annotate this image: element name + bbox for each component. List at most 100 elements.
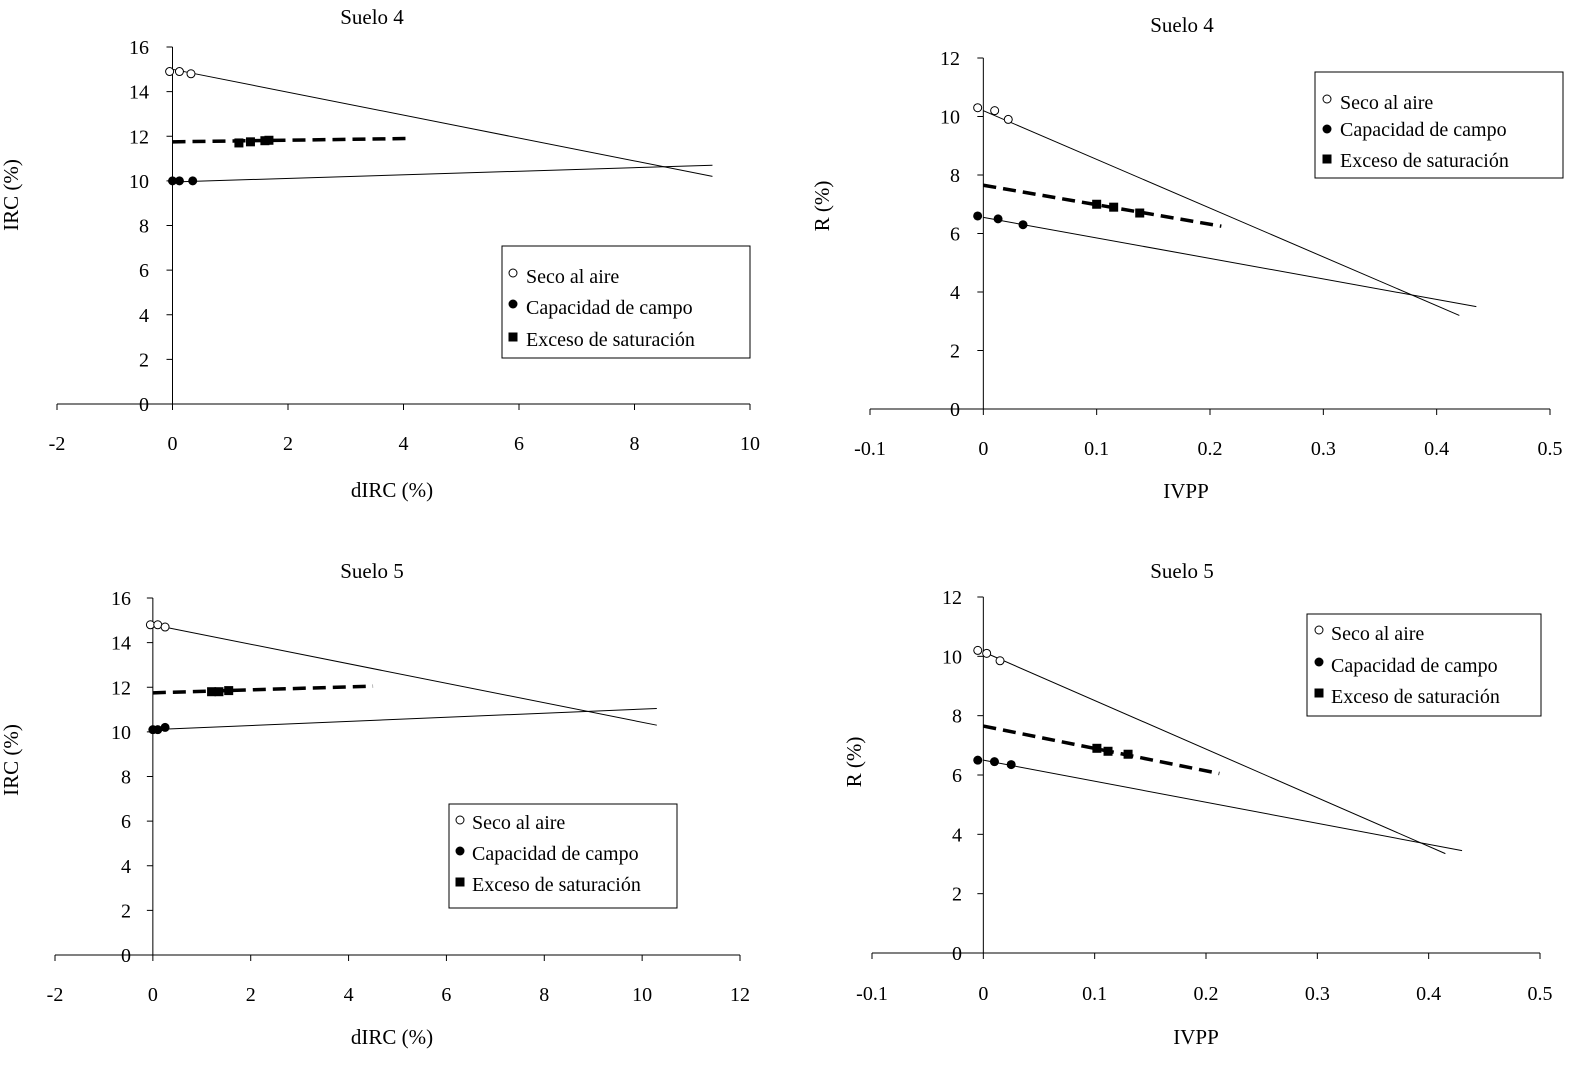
y-tick-label: 12 [111,677,131,699]
data-point-filled-square [207,687,217,697]
x-tick-label: 2 [246,984,256,1006]
axes: -2 0 2 4 6 8 10 12 0 2 4 6 8 10 12 14 16 [47,588,750,1006]
fit-line [152,707,657,731]
x-tick-label: 12 [730,984,750,1006]
chart-suelo4-irc: Suelo 4 dIRC (%) IRC (%) -2 0 2 4 6 8 10 0 2 4 6 8 1… [0,5,760,502]
legend-open-circle-icon [455,815,465,825]
data-point-open-circle [982,648,992,658]
legend-filled-circle-icon [1314,657,1324,667]
axes: -0.1 0 0.1 0.2 0.3 0.4 0.5 0 2 4 6 8 10 12 [854,48,1562,460]
y-tick-label: 10 [129,171,149,193]
y-tick-label: 6 [950,224,960,246]
y-tick-label: 0 [121,945,131,967]
x-tick-label: 0 [978,438,988,460]
fit-line [172,136,410,144]
fit-line [152,624,657,726]
x-tick-label: 0 [148,984,158,1006]
chart-title: Suelo 4 [1150,13,1214,37]
x-tick-label: -2 [49,433,66,455]
y-tick-label: 4 [952,824,962,846]
x-tick-label: 4 [344,984,354,1006]
y-axis-label: IRC (%) [0,159,23,231]
legend-label: Seco al aire [1340,92,1433,114]
data-point-filled-circle [973,755,983,765]
data-point-filled-square [214,687,224,697]
data-point-open-circle [153,620,163,630]
data-point-open-circle [145,620,155,630]
fit-line [152,684,374,695]
data-points [165,67,274,186]
legend-box [448,803,678,909]
data-point-filled-square [245,137,255,147]
y-tick-label: 6 [121,811,131,833]
data-point-filled-square [264,135,274,145]
data-point-filled-circle [153,725,163,735]
data-point-filled-square [234,138,244,148]
fit-line [172,164,713,183]
x-tick-label: 0 [978,983,988,1005]
x-axis-label: dIRC (%) [351,1025,433,1049]
x-tick-label: 0.5 [1528,983,1553,1005]
y-tick-label: 0 [950,399,960,421]
legend: Seco al aire Capacidad de campo Exceso d… [1306,613,1542,717]
y-axis-label: R (%) [810,181,834,232]
legend: Seco al aire Capacidad de campo Exceso d… [1314,71,1564,179]
legend-label: Seco al aire [526,266,619,288]
x-tick-label: 10 [740,433,760,455]
data-point-open-circle [973,645,983,655]
y-tick-label: 14 [111,633,131,655]
chart-title: Suelo 5 [1150,559,1214,583]
legend-label: Exceso de saturación [472,874,641,896]
data-point-filled-circle [989,757,999,767]
y-tick-label: 2 [950,341,960,363]
legend-filled-circle-icon [455,846,465,856]
legend-label: Exceso de saturación [1331,686,1500,708]
legend-label: Exceso de saturación [526,329,695,351]
data-point-open-circle [990,106,1000,116]
x-tick-label: 0.1 [1082,983,1107,1005]
fit-lines [152,624,657,731]
data-point-filled-square [224,686,234,696]
fit-line [983,110,1460,316]
x-tick-label: 8 [539,984,549,1006]
data-point-filled-square [1092,199,1102,209]
x-tick-label: 0 [168,433,178,455]
y-tick-label: 8 [950,165,960,187]
chart-suelo5-r: Suelo 5 IVPP R (%) -0.1 0 0.1 0.2 0.3 0.4 0.5 0… [842,559,1553,1049]
legend-filled-square-icon [1314,688,1324,698]
y-tick-label: 4 [139,305,149,327]
data-points [973,645,1133,770]
data-point-open-circle [174,67,184,77]
x-tick-label: 0.1 [1084,438,1109,460]
x-axis-label: IVPP [1163,479,1209,503]
legend-filled-square-icon [455,877,465,887]
y-tick-label: 8 [952,706,962,728]
data-points [973,103,1145,230]
x-tick-label: 4 [399,433,409,455]
y-tick-label: 0 [952,943,962,965]
legend-box [1306,613,1542,717]
axes: -2 0 2 4 6 8 10 0 2 4 6 8 10 12 14 16 [49,37,760,455]
y-tick-label: 6 [139,260,149,282]
legend-open-circle-icon [1314,625,1324,635]
legend-box [1314,71,1564,179]
x-tick-label: 0.3 [1305,983,1330,1005]
y-tick-label: 8 [121,767,131,789]
data-point-filled-circle [1018,220,1028,230]
y-tick-label: 14 [129,82,149,104]
data-point-open-circle [165,67,175,77]
x-axis-label: dIRC (%) [351,478,433,502]
y-tick-label: 4 [950,282,960,304]
y-tick-label: 10 [942,646,962,668]
data-point-filled-circle [174,176,184,186]
x-tick-label: -0.1 [856,983,888,1005]
legend-filled-circle-icon [508,299,518,309]
x-axis-label: IVPP [1173,1025,1219,1049]
data-point-filled-square [1123,749,1133,759]
fit-lines [172,68,713,183]
y-tick-label: 16 [129,37,149,59]
legend-label: Capacidad de campo [1340,119,1507,141]
fit-line [983,651,1446,855]
x-tick-label: 0.2 [1194,983,1219,1005]
data-point-open-circle [973,103,983,113]
